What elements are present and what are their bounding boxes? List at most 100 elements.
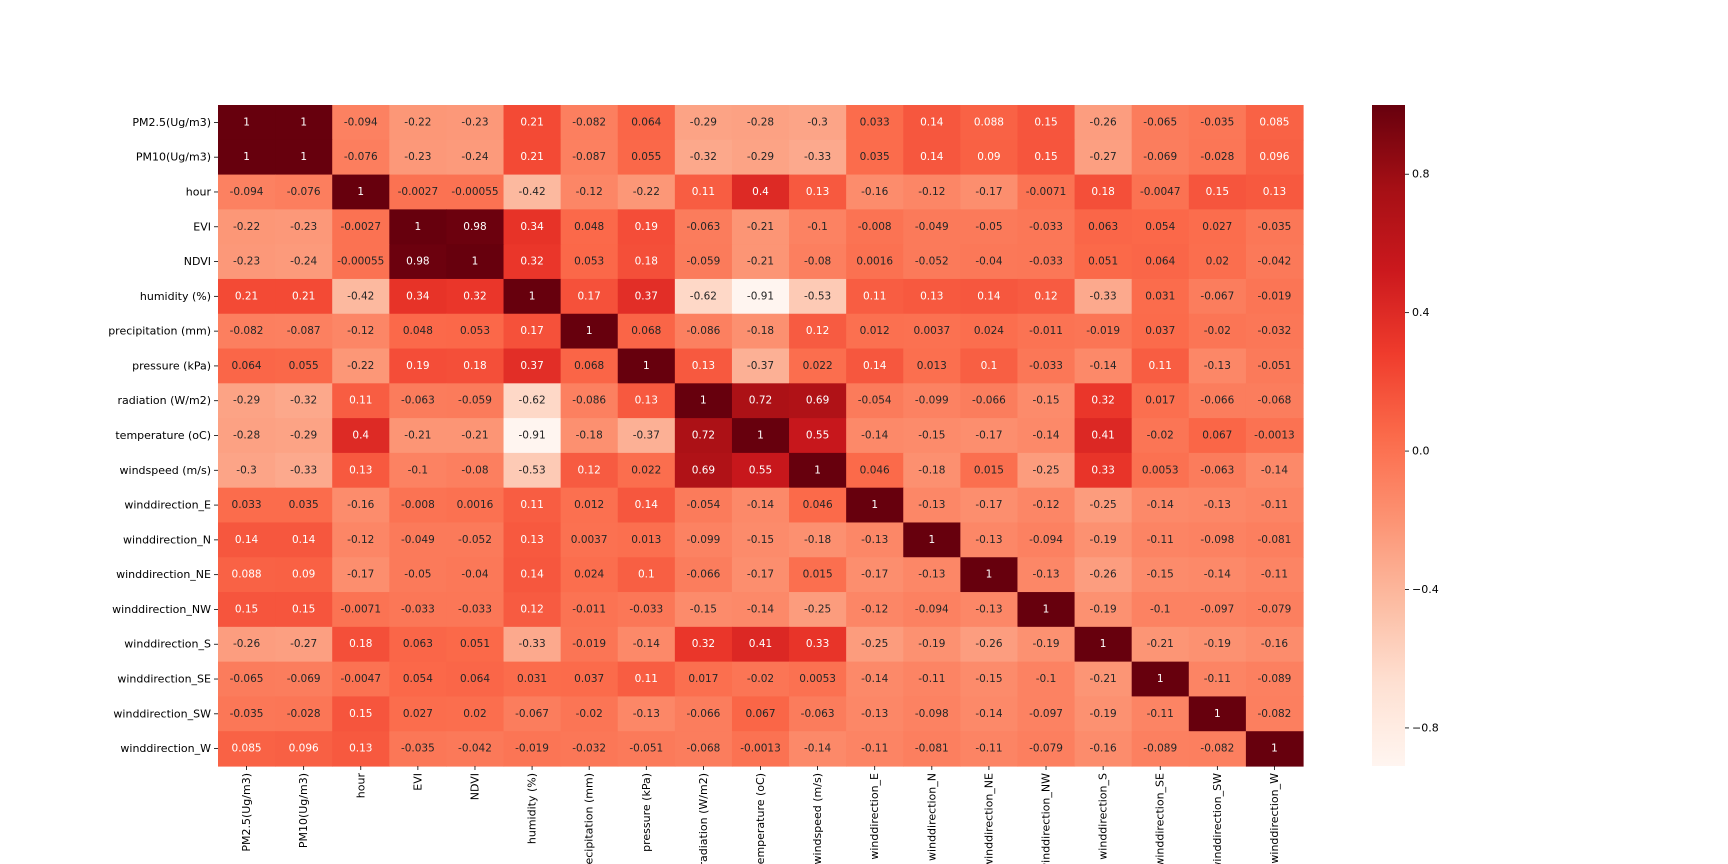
cell-annotation: -0.14 [1032,430,1059,442]
heatmap-cell [389,418,448,454]
y-tick-label: winddirection_S [124,638,211,651]
heatmap-cell [275,139,333,176]
heatmap-cell [446,696,505,732]
cell-annotation: -0.0047 [340,673,381,685]
heatmap-cell [389,313,448,350]
cell-annotation: 1 [243,116,250,128]
cell-annotation: 0.14 [520,569,544,581]
heatmap-cell [1245,105,1304,141]
heatmap-cell [1188,383,1247,419]
x-tick-label: winddirection_SW [1211,773,1224,864]
cell-annotation: -0.089 [1143,743,1177,755]
heatmap-cell [275,313,333,350]
cell-annotation: -0.18 [576,430,603,442]
cell-annotation: -0.14 [861,673,888,685]
cell-annotation: 0.32 [463,290,486,302]
heatmap-cell [1074,557,1133,593]
cell-annotation: -0.15 [1147,569,1174,581]
cell-annotation: 0.98 [463,221,486,233]
cell-annotation: 1 [757,430,764,442]
heatmap-cell [1131,244,1190,280]
cell-annotation: -0.37 [747,360,774,372]
heatmap-cell [960,626,1019,663]
cell-annotation: 0.12 [577,464,600,476]
heatmap-cell [846,592,904,628]
cell-annotation: -0.054 [858,395,892,407]
cell-annotation: 0.41 [749,638,772,650]
heatmap-cell [617,487,676,524]
heatmap-cell [446,313,505,350]
cell-annotation: 1 [643,360,650,372]
y-tick-label: PM10(Ug/m3) [136,151,211,164]
heatmap-cell [1017,592,1076,628]
cell-annotation: 0.14 [920,151,944,163]
cell-annotation: -0.14 [1261,464,1288,476]
cell-annotation: 0.12 [1034,290,1057,302]
heatmap-cell [1245,626,1304,663]
heatmap-cell [674,209,733,245]
cell-annotation: -0.035 [1258,221,1292,233]
heatmap-cell [1131,731,1190,767]
heatmap-cell [846,418,904,454]
cell-annotation: -0.035 [1200,116,1234,128]
cell-annotation: -0.32 [690,151,717,163]
heatmap-cell [731,418,790,454]
cell-annotation: -0.33 [804,151,831,163]
cell-annotation: 0.14 [635,499,659,511]
cell-annotation: 0.054 [403,673,433,685]
heatmap-cell [617,731,676,767]
cell-annotation: 0.14 [977,290,1001,302]
cell-annotation: -0.019 [1086,325,1120,337]
cell-annotation: 0.02 [463,708,486,720]
cell-annotation: -0.066 [686,569,720,581]
cell-annotation: -0.22 [404,116,431,128]
heatmap-cell [1245,139,1304,176]
heatmap-cell [960,487,1019,524]
cell-annotation: -0.53 [804,290,831,302]
heatmap-cell [389,278,448,315]
heatmap-cell [389,174,448,210]
y-tick-label: EVI [193,220,211,233]
cell-annotation: 0.055 [631,151,661,163]
heatmap-cell [446,139,505,176]
heatmap-cell [731,626,790,663]
heatmap-cell [503,731,562,767]
cell-annotation: -0.081 [915,743,949,755]
cell-annotation: -0.12 [347,325,374,337]
cell-annotation: 0.068 [631,325,661,337]
heatmap-cell [674,557,733,593]
heatmap-cell [903,174,961,210]
heatmap-cell [846,487,904,524]
heatmap-cell [275,661,333,698]
heatmap-cell [332,348,390,384]
heatmap-cell [674,105,733,141]
cell-annotation: 0.035 [289,499,319,511]
cell-annotation: 0.035 [860,151,890,163]
heatmap-cell [1017,731,1076,767]
cell-annotation: -0.91 [518,430,545,442]
heatmap-cell [846,626,904,663]
heatmap-cell [1074,452,1133,489]
cell-annotation: -0.11 [1147,708,1174,720]
cell-annotation: 0.11 [1149,360,1172,372]
x-tick-label: PM10(Ug/m3) [297,773,310,848]
heatmap-cell [560,731,619,767]
heatmap-cell [1017,487,1076,524]
cell-annotation: 0.72 [749,395,772,407]
heatmap-cell [446,278,505,315]
heatmap-cell [389,105,448,141]
heatmap-cell [1074,418,1133,454]
cell-annotation: 0.21 [235,290,258,302]
x-tick-label: PM2.5(Ug/m3) [240,773,253,852]
cell-annotation: -0.16 [861,186,888,198]
cell-annotation: -0.21 [1147,638,1174,650]
cell-annotation: 0.15 [1034,116,1057,128]
heatmap-cell [503,244,562,280]
cell-annotation: -0.035 [401,743,435,755]
heatmap-cell [560,313,619,350]
heatmap-cell [275,557,333,593]
cell-annotation: -0.21 [747,256,774,268]
heatmap-cell [903,661,961,698]
heatmap-cell [674,487,733,524]
heatmap-cell [503,278,562,315]
